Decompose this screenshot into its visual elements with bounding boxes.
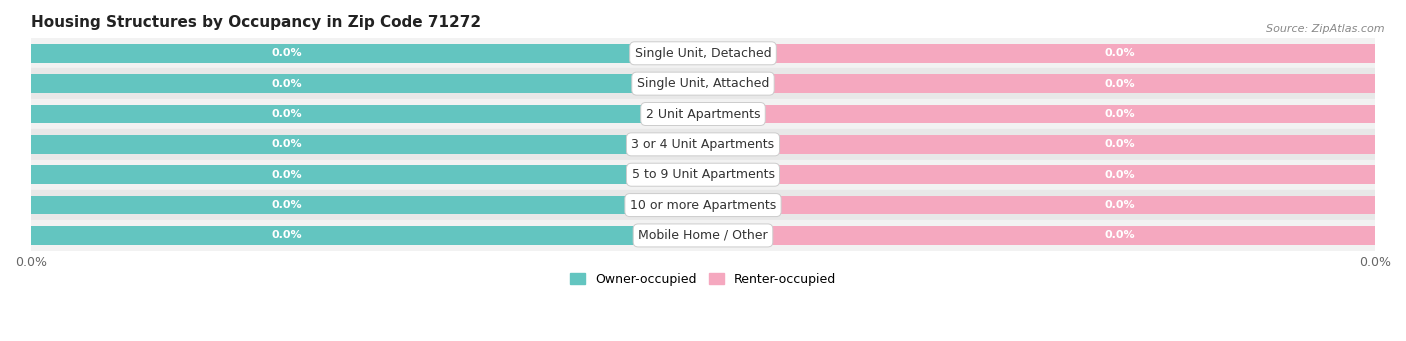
Bar xyxy=(31,69,1375,99)
Text: 0.0%: 0.0% xyxy=(271,79,302,89)
Text: 0.0%: 0.0% xyxy=(271,48,302,58)
Bar xyxy=(31,160,1375,190)
Bar xyxy=(31,74,703,93)
Bar xyxy=(31,196,703,214)
Text: 0.0%: 0.0% xyxy=(1104,109,1135,119)
Bar xyxy=(703,226,1375,245)
Text: 2 Unit Apartments: 2 Unit Apartments xyxy=(645,107,761,120)
Text: 0.0%: 0.0% xyxy=(1104,139,1135,149)
Text: 5 to 9 Unit Apartments: 5 to 9 Unit Apartments xyxy=(631,168,775,181)
Bar xyxy=(31,226,703,245)
Text: 0.0%: 0.0% xyxy=(1104,79,1135,89)
Bar xyxy=(31,44,703,63)
Bar xyxy=(703,196,1375,214)
Text: Single Unit, Detached: Single Unit, Detached xyxy=(634,47,772,60)
Text: 0.0%: 0.0% xyxy=(271,200,302,210)
Bar xyxy=(31,99,1375,129)
Bar xyxy=(703,135,1375,154)
Bar xyxy=(703,165,1375,184)
Text: 0.0%: 0.0% xyxy=(1104,48,1135,58)
Text: 3 or 4 Unit Apartments: 3 or 4 Unit Apartments xyxy=(631,138,775,151)
Text: 0.0%: 0.0% xyxy=(1104,231,1135,240)
Bar xyxy=(703,74,1375,93)
Bar xyxy=(31,38,1375,69)
Bar xyxy=(31,105,703,123)
Bar xyxy=(31,190,1375,220)
Bar xyxy=(31,165,703,184)
Bar xyxy=(703,105,1375,123)
Text: 0.0%: 0.0% xyxy=(271,231,302,240)
Text: Single Unit, Attached: Single Unit, Attached xyxy=(637,77,769,90)
Text: Housing Structures by Occupancy in Zip Code 71272: Housing Structures by Occupancy in Zip C… xyxy=(31,15,481,30)
Bar xyxy=(31,129,1375,160)
Text: 10 or more Apartments: 10 or more Apartments xyxy=(630,198,776,211)
Legend: Owner-occupied, Renter-occupied: Owner-occupied, Renter-occupied xyxy=(565,268,841,291)
Bar xyxy=(703,44,1375,63)
Bar xyxy=(31,220,1375,251)
Text: 0.0%: 0.0% xyxy=(271,139,302,149)
Text: 0.0%: 0.0% xyxy=(1104,200,1135,210)
Text: 0.0%: 0.0% xyxy=(1104,170,1135,180)
Text: 0.0%: 0.0% xyxy=(271,170,302,180)
Text: Source: ZipAtlas.com: Source: ZipAtlas.com xyxy=(1267,24,1385,34)
Text: Mobile Home / Other: Mobile Home / Other xyxy=(638,229,768,242)
Bar xyxy=(31,135,703,154)
Text: 0.0%: 0.0% xyxy=(271,109,302,119)
